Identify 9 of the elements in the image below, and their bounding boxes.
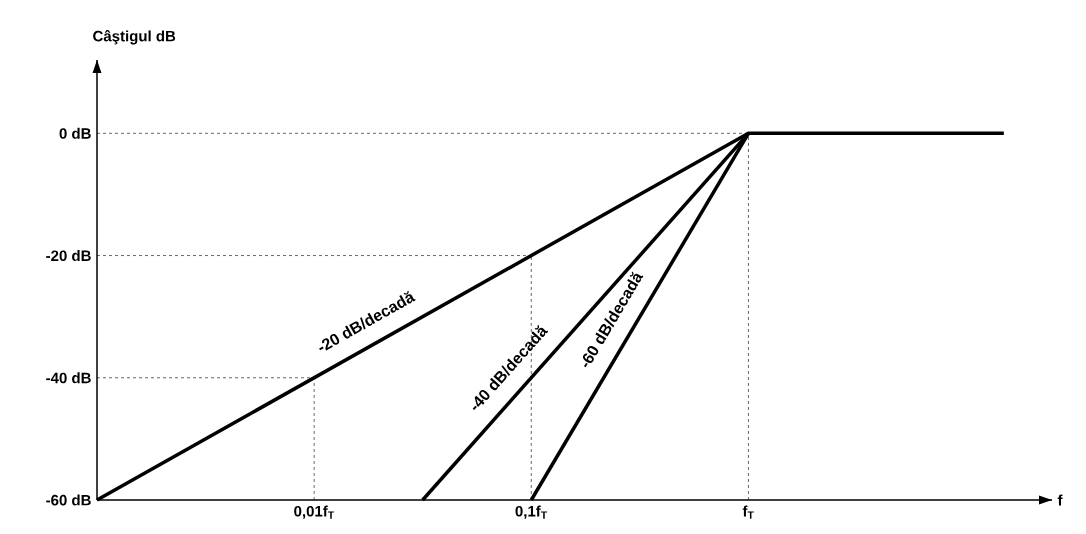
y-tick-label: -20 dB [46,250,91,262]
x-tick-label: 0,01f$_{T}$ [294,505,335,519]
y-tick-label: 0 dB [59,127,91,139]
y-tick-label: -60 dB [46,494,91,506]
y-tick-label: -40 dB [46,372,91,384]
x-tick-label: 0,1f$_{T}$ [515,505,548,519]
x-axis-title: f [1057,494,1063,506]
y-axis-title: Câştigul dB [93,30,176,45]
x-tick-label: f$_{T}$ [742,505,754,519]
